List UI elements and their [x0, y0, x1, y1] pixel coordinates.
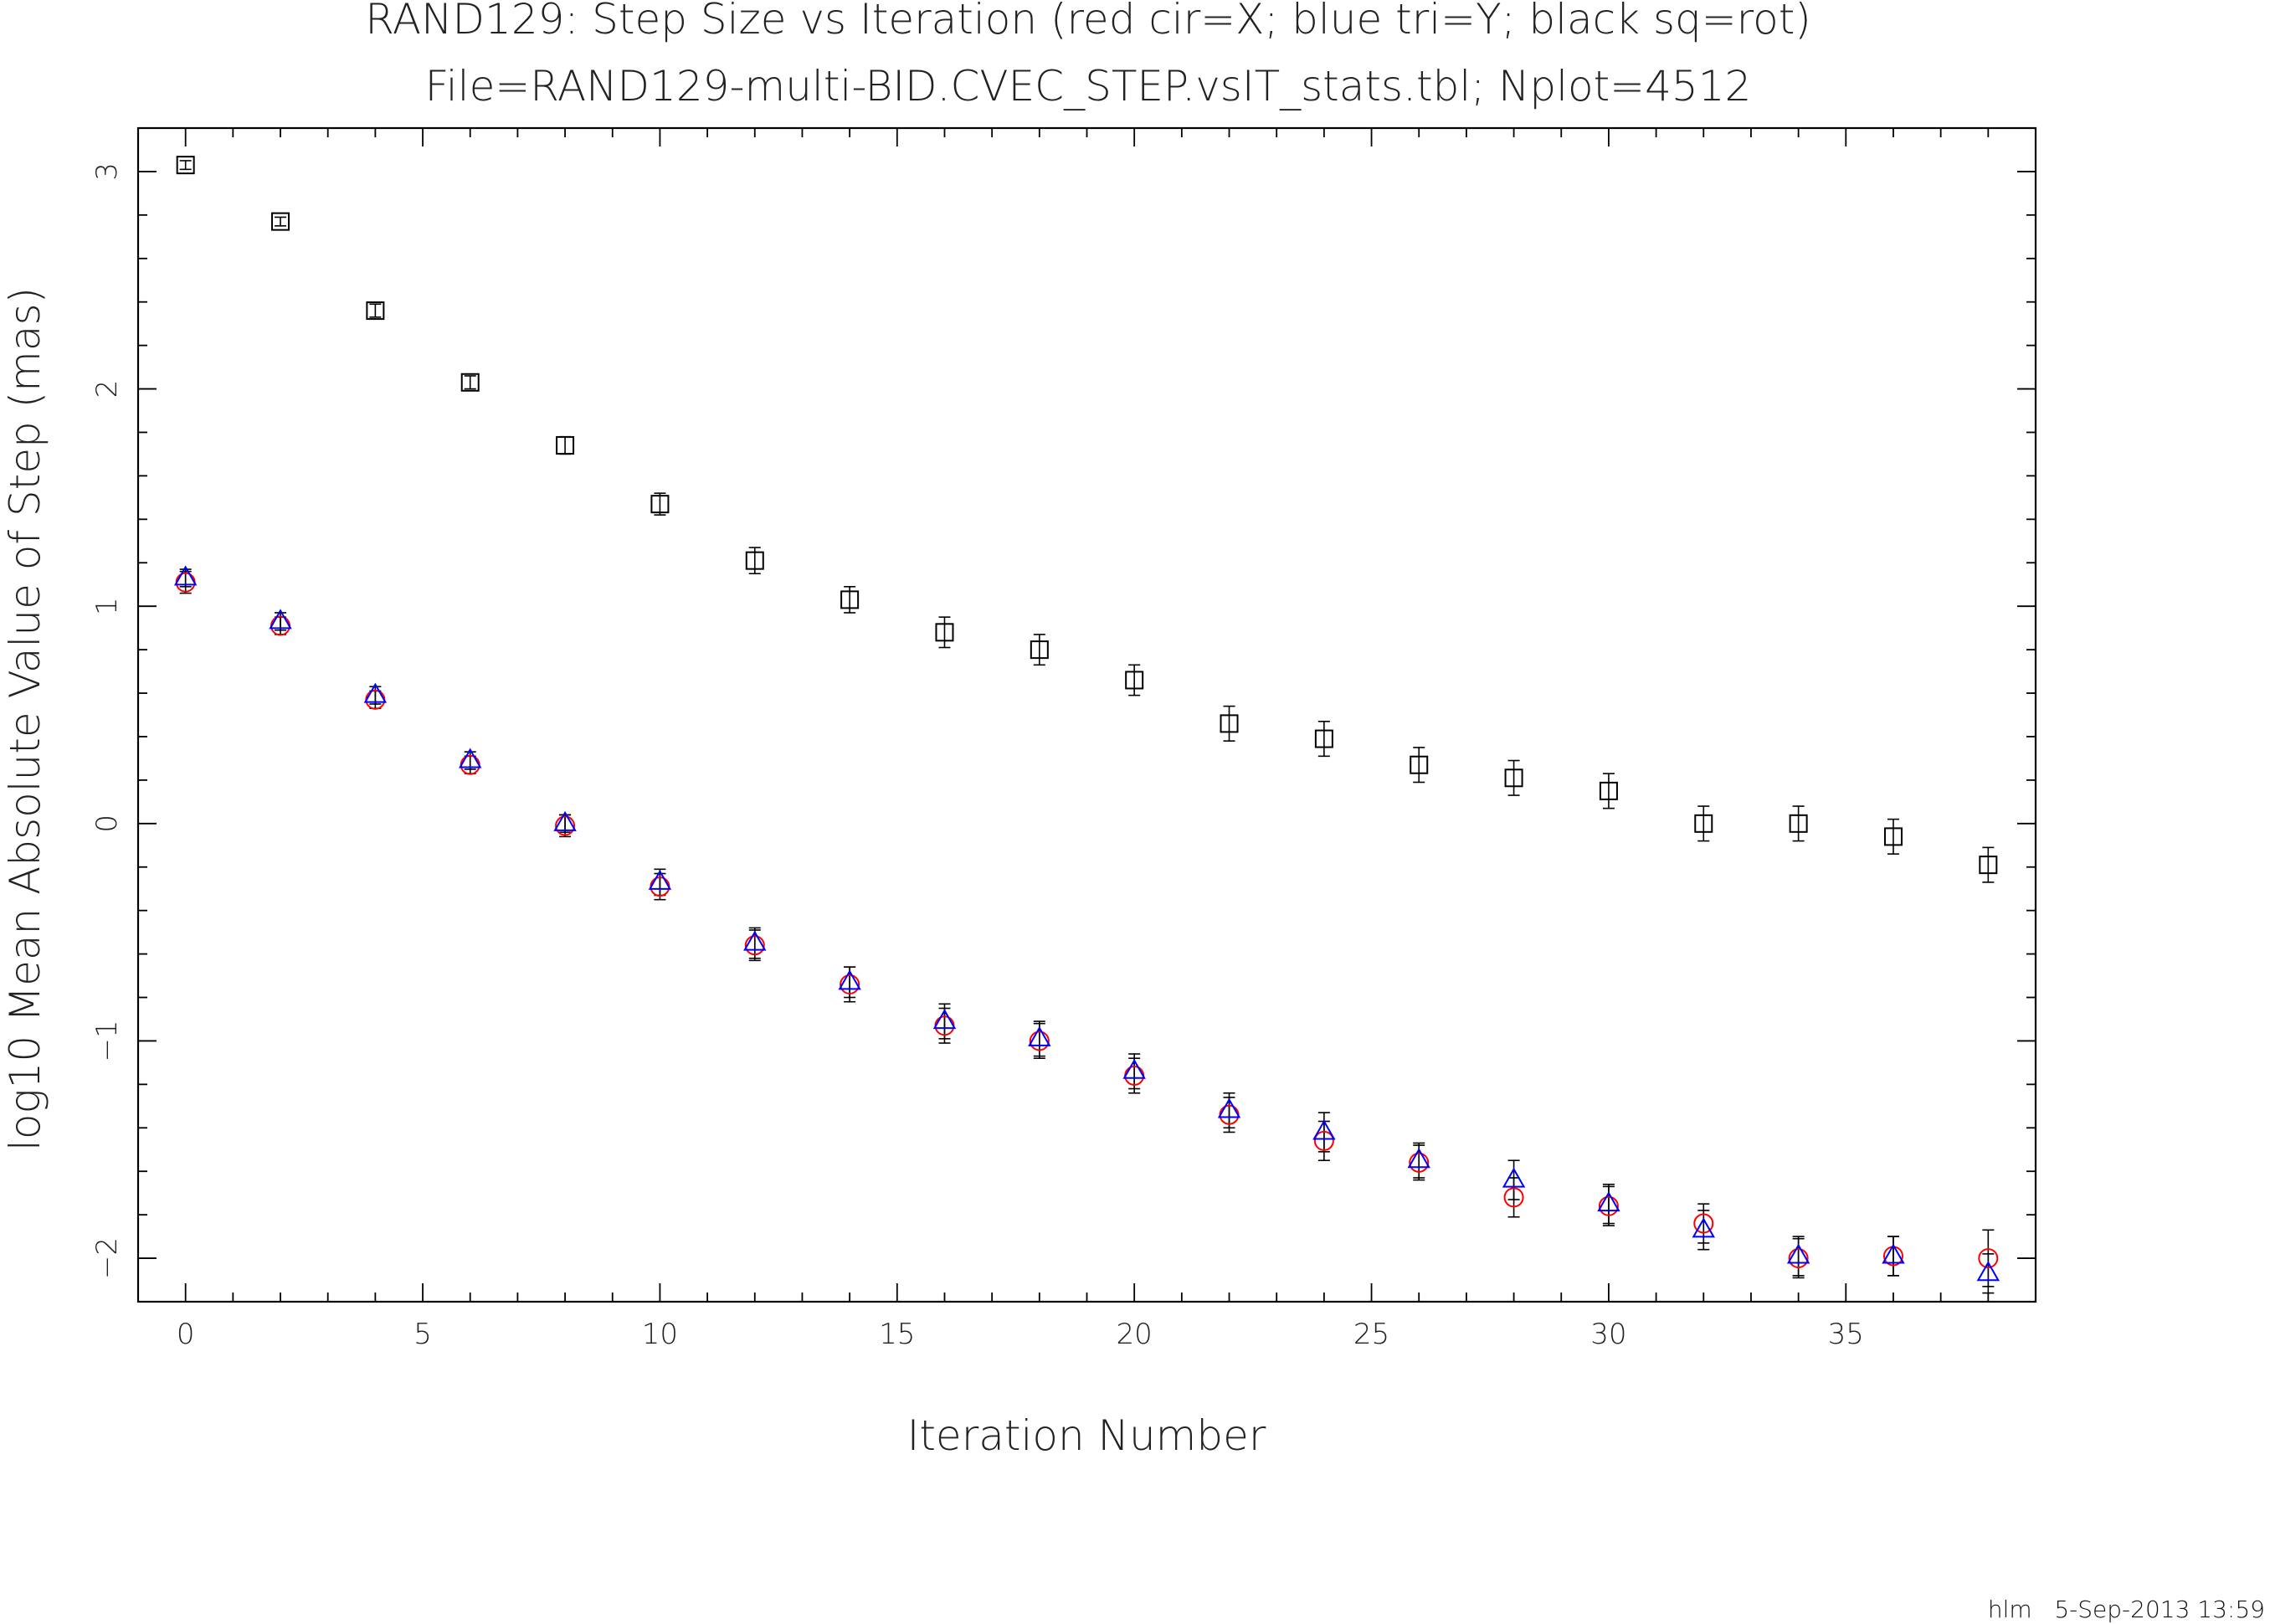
y-step-triangle-point: [1976, 1261, 2000, 1282]
rot-step-square-point: [460, 373, 480, 392]
y-step-triangle-point: [1692, 1217, 1715, 1238]
rot-step-square-point: [935, 623, 954, 642]
rot-step-square-point: [650, 495, 670, 514]
rot-step-square-point: [1314, 729, 1333, 748]
y-step-triangle-point: [459, 748, 482, 768]
rot-step-square-point: [556, 436, 575, 455]
y-step-triangle-point: [1786, 1243, 1810, 1264]
rot-step-square-point: [1504, 768, 1523, 788]
x-axis-label: Iteration Number: [907, 1411, 1266, 1460]
y-step-triangle-point: [269, 609, 292, 630]
rot-step-square-point: [840, 590, 860, 609]
y-step-triangle-point: [1028, 1025, 1051, 1046]
y-axis-label: log10 Mean Absolute Value of Step (mas): [1, 287, 49, 1151]
y-step-triangle-point: [1882, 1243, 1905, 1264]
chart-subtitle: File=RAND129-multi-BID.CVEC_STEP.vsIT_st…: [425, 62, 1752, 110]
y-step-triangle-point: [648, 869, 672, 890]
rot-step-square-point: [271, 212, 290, 231]
x-tick-label: 35: [1828, 1318, 1864, 1351]
x-step-circle-point: [1313, 1130, 1334, 1151]
rot-step-square-point: [1599, 781, 1618, 800]
x-step-circle-point: [1693, 1213, 1714, 1234]
x-axis-tick-labels: 0 5 10 15 20 25 30 35: [177, 1318, 1864, 1351]
y-step-triangle-point: [173, 565, 198, 586]
y-step-triangle-point: [1407, 1148, 1430, 1169]
y-step-triangle-point: [1217, 1097, 1241, 1118]
x-step-circle-point: [1978, 1248, 1999, 1269]
y-step-triangle-point: [1312, 1119, 1336, 1140]
x-step-circle-point: [1409, 1152, 1430, 1173]
x-step-circle-point: [1598, 1195, 1619, 1216]
x-step-circle-point: [555, 815, 576, 836]
x-axis-ticks: [137, 128, 2036, 1302]
x-tick-label: 0: [177, 1318, 195, 1351]
x-step-circle-point: [1029, 1030, 1050, 1051]
y-step-triangle-point: [838, 969, 861, 990]
rot-step-square-point: [1694, 814, 1713, 833]
rot-step-square-point: [1220, 714, 1239, 733]
x-step-circle-point: [1788, 1248, 1809, 1269]
y-axis-ticks: [138, 127, 2036, 1303]
x-step-circle-point: [840, 974, 860, 994]
data-markers: [173, 156, 2000, 1282]
y-tick-label: 1: [90, 597, 124, 615]
x-tick-label: 10: [642, 1318, 678, 1351]
x-tick-label: 5: [413, 1318, 432, 1351]
x-tick-label: 30: [1590, 1318, 1626, 1351]
y-tick-label: 3: [90, 162, 124, 181]
y-step-triangle-point: [1502, 1167, 1526, 1188]
rot-step-square-point: [176, 156, 195, 175]
rot-step-square-point: [1883, 827, 1903, 846]
y-step-triangle-point: [363, 682, 388, 703]
y-step-triangle-point: [932, 1009, 957, 1030]
y-step-triangle-point: [553, 810, 577, 831]
y-tick-label: −1: [90, 1020, 124, 1061]
y-tick-label: −2: [90, 1237, 124, 1279]
y-tick-label: 0: [90, 815, 124, 833]
x-tick-label: 15: [879, 1318, 915, 1351]
rot-step-square-point: [1410, 755, 1429, 774]
rot-step-square-point: [1979, 856, 1998, 875]
rot-step-square-point: [745, 551, 764, 570]
x-tick-label: 25: [1353, 1318, 1389, 1351]
x-step-circle-point: [744, 935, 765, 956]
y-step-triangle-point: [1597, 1191, 1620, 1212]
y-axis-tick-labels: −2 −1 0 1 2 3: [90, 162, 124, 1279]
y-step-triangle-point: [1122, 1058, 1146, 1079]
rot-step-square-point: [366, 301, 385, 321]
y-tick-label: 2: [90, 380, 124, 398]
x-tick-label: 20: [1117, 1318, 1153, 1351]
x-step-circle-point: [1503, 1187, 1524, 1208]
footer-stamp: hlm 5-Sep-2013 13:59: [1988, 1596, 2265, 1623]
rot-step-square-point: [1789, 814, 1808, 833]
y-step-triangle-point: [743, 930, 767, 951]
rot-step-square-point: [1030, 640, 1049, 660]
rot-step-square-point: [1125, 671, 1144, 690]
chart-title: RAND129: Step Size vs Iteration (red cir…: [365, 0, 1811, 44]
